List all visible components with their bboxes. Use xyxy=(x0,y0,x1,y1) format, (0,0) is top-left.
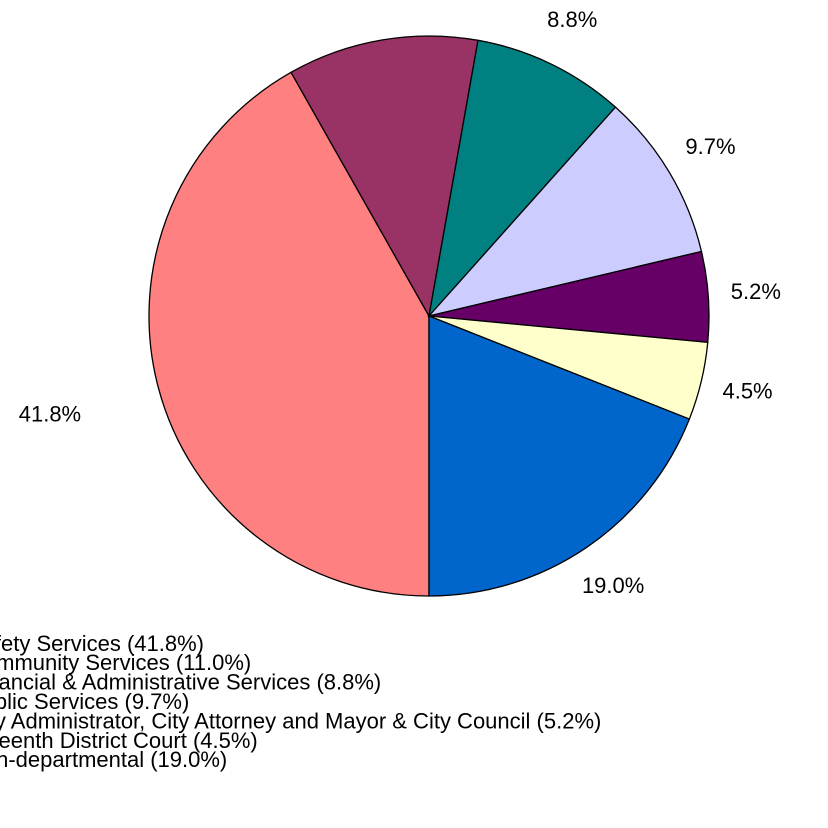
data-label: 5.2% xyxy=(731,279,781,304)
data-label: 11.0% xyxy=(343,0,404,4)
legend-label: City Administrator, City Attorney and Ma… xyxy=(0,708,601,733)
data-label: 8.8% xyxy=(547,7,597,32)
pie-slice xyxy=(148,71,430,597)
data-label: 4.5% xyxy=(722,378,772,403)
legend-label: Financial & Administrative Services (8.8… xyxy=(0,670,381,695)
legend-label: Fifteenth District Court (4.5%) xyxy=(0,728,258,753)
pie-slice xyxy=(290,35,479,318)
legend-label: Safety Services (41.8%) xyxy=(0,631,204,656)
legend-label: Non-departmental (19.0%) xyxy=(0,747,227,772)
data-label: 9.7% xyxy=(685,134,735,159)
pie-slice xyxy=(427,39,617,319)
legend-label: Community Services (11.0%) xyxy=(0,650,251,675)
legend-label: Public Services (9.7%) xyxy=(0,689,189,714)
pie-slice xyxy=(427,106,703,318)
pie-slice xyxy=(428,315,691,597)
data-label: 19.0% xyxy=(582,573,644,598)
data-label: 41.8% xyxy=(19,402,81,427)
